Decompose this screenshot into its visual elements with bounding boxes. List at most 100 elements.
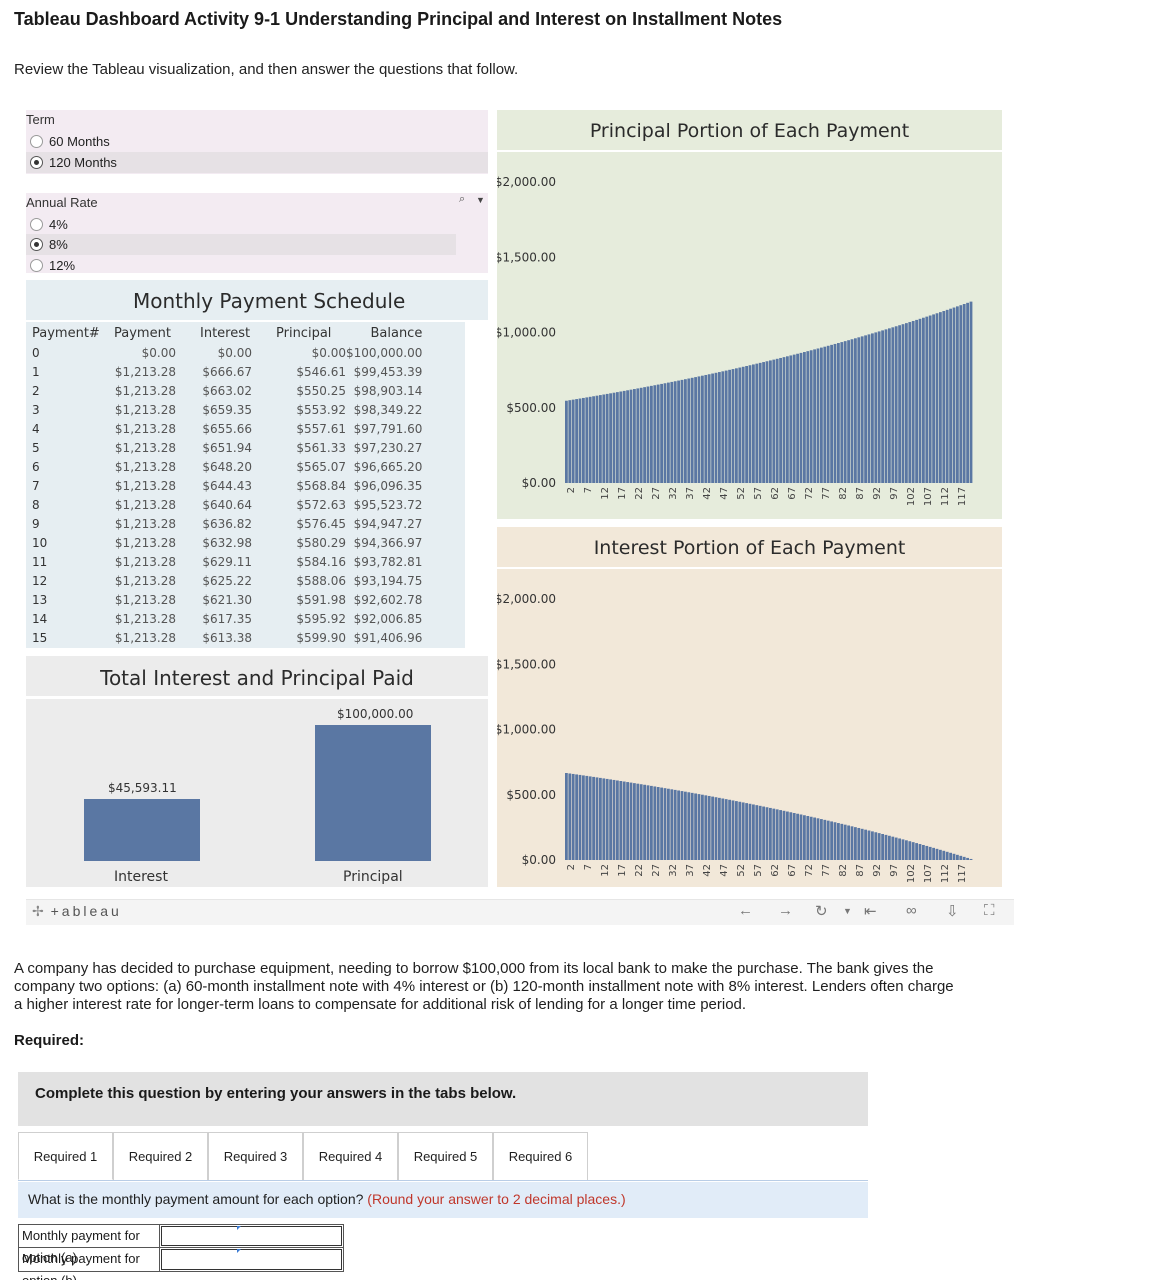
chart-bar[interactable] (636, 388, 640, 483)
chart-bar[interactable] (786, 811, 789, 860)
revert-icon[interactable]: ↻ (815, 903, 828, 920)
chart-bar[interactable] (745, 366, 748, 483)
chart-bar[interactable] (966, 857, 969, 860)
chart-bar[interactable] (884, 834, 888, 860)
chart-bar[interactable] (871, 831, 874, 860)
chart-bar[interactable] (830, 821, 833, 860)
chart-bar[interactable] (704, 795, 708, 860)
chart-bar[interactable] (588, 396, 592, 483)
chart-bar[interactable] (959, 305, 963, 483)
chart-bar[interactable] (762, 362, 765, 483)
chart-bar[interactable] (769, 360, 772, 483)
chart-bar[interactable] (813, 817, 816, 860)
chart-bar[interactable] (697, 376, 701, 483)
chart-bar[interactable] (687, 378, 691, 483)
tab-required-4[interactable]: Required 4 (303, 1132, 398, 1180)
chart-bar[interactable] (684, 379, 687, 483)
chart-bar[interactable] (568, 773, 572, 860)
fullscreen-icon[interactable]: ⛶ (984, 902, 995, 919)
chart-bar[interactable] (809, 350, 813, 483)
chart-bar[interactable] (935, 848, 939, 860)
chart-bar[interactable] (789, 812, 793, 860)
chart-bar[interactable] (769, 807, 772, 860)
chart-bar[interactable] (619, 391, 623, 483)
chart-bar[interactable] (854, 338, 857, 483)
chart-bar[interactable] (837, 343, 840, 483)
rate-option-4[interactable]: 4% (30, 214, 456, 235)
chart-bar[interactable] (949, 852, 952, 860)
chart-bar[interactable] (585, 775, 589, 860)
chart-bar[interactable] (823, 346, 827, 483)
undo-icon[interactable]: ← (738, 902, 753, 919)
chart-bar[interactable] (690, 792, 694, 860)
chart-bar[interactable] (639, 387, 643, 483)
chart-bar[interactable] (935, 313, 939, 483)
chart-bar[interactable] (939, 312, 942, 483)
chart-bar[interactable] (667, 788, 670, 860)
chart-bar[interactable] (724, 370, 728, 483)
chart-bar[interactable] (707, 795, 711, 860)
chart-bar[interactable] (636, 783, 640, 860)
chart-bar[interactable] (789, 355, 793, 483)
chart-bar[interactable] (881, 330, 884, 483)
chart-bar[interactable] (626, 782, 629, 860)
chart-bar[interactable] (629, 389, 633, 483)
chart-bar[interactable] (915, 319, 918, 483)
chart-bar[interactable] (796, 353, 799, 483)
chart-bar[interactable] (673, 381, 677, 483)
rate-option-12[interactable]: 12% (30, 255, 456, 276)
chart-bar[interactable] (670, 381, 674, 483)
dropdown-icon[interactable]: ▼ (843, 906, 852, 916)
chart-bar[interactable] (687, 792, 691, 860)
chart-bar[interactable] (670, 789, 674, 860)
chart-bar[interactable] (714, 372, 718, 483)
chart-bar[interactable] (660, 383, 663, 483)
chart-bar[interactable] (595, 395, 599, 483)
chart-bar[interactable] (830, 344, 833, 483)
chart-bar[interactable] (612, 779, 616, 860)
chart-bar[interactable] (782, 810, 786, 860)
rate-option-8[interactable]: 8% (26, 234, 456, 255)
chart-bar[interactable] (962, 856, 966, 860)
chart-bar[interactable] (633, 783, 636, 860)
chart-bar[interactable] (755, 805, 759, 860)
chart-bar[interactable] (888, 328, 891, 483)
chart-bar[interactable] (837, 823, 840, 860)
chart-bar[interactable] (741, 366, 745, 483)
chart-bar[interactable] (952, 307, 956, 483)
chart-bar[interactable] (633, 389, 636, 483)
chart-bar[interactable] (966, 302, 969, 483)
search-icon[interactable]: ⌕ (459, 193, 466, 205)
chart-bar[interactable] (792, 354, 796, 483)
chart-bar[interactable] (860, 828, 864, 860)
chart-bar[interactable] (925, 845, 929, 860)
chart-bar[interactable] (707, 374, 711, 483)
chart-bar[interactable] (918, 844, 922, 860)
interest-total-bar[interactable] (84, 799, 200, 861)
chart-bar[interactable] (911, 320, 915, 483)
chart-bar[interactable] (932, 314, 935, 483)
chart-bar[interactable] (874, 332, 878, 483)
chart-bar[interactable] (945, 309, 949, 483)
chart-bar[interactable] (663, 788, 667, 860)
chart-bar[interactable] (898, 325, 901, 483)
chart-bar[interactable] (690, 377, 694, 483)
chart-bar[interactable] (592, 776, 595, 860)
chart-bar[interactable] (626, 390, 629, 483)
chart-bar[interactable] (956, 854, 959, 860)
chart-bar[interactable] (820, 347, 823, 483)
chart-bar[interactable] (928, 846, 932, 860)
chart-bar[interactable] (952, 853, 956, 860)
chart-bar[interactable] (582, 775, 585, 860)
chevron-down-icon[interactable]: ▼ (476, 195, 485, 205)
chart-bar[interactable] (568, 400, 572, 483)
chart-bar[interactable] (922, 844, 925, 860)
chart-bar[interactable] (752, 804, 755, 860)
chart-bar[interactable] (602, 394, 606, 483)
chart-bar[interactable] (680, 379, 684, 483)
chart-bar[interactable] (833, 343, 837, 483)
chart-bar[interactable] (792, 813, 796, 860)
chart-bar[interactable] (656, 384, 660, 483)
chart-bar[interactable] (755, 363, 759, 483)
chart-bar[interactable] (643, 784, 646, 860)
